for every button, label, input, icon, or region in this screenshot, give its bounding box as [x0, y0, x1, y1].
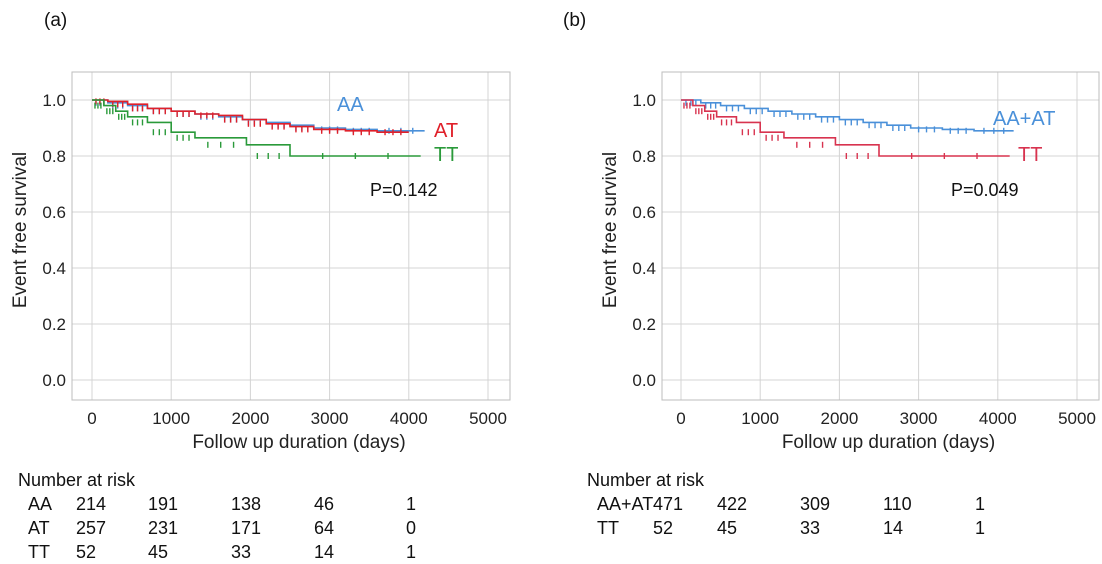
risk-value: 214: [76, 494, 107, 514]
x-tick-label: 1000: [152, 409, 190, 428]
y-tick-label: 0.0: [632, 371, 656, 390]
risk-value: 191: [148, 494, 179, 514]
y-tick-label: 0.6: [42, 203, 66, 222]
risk-table-title: Number at risk: [18, 470, 136, 490]
risk-value: 33: [231, 542, 252, 562]
risk-value: 257: [76, 518, 107, 538]
risk-value: 422: [717, 494, 748, 514]
risk-value: 14: [314, 542, 335, 562]
panel-label: (a): [44, 10, 68, 31]
risk-value: 171: [231, 518, 262, 538]
risk-value: 110: [883, 494, 912, 514]
risk-value: 52: [76, 542, 97, 562]
risk-row-tt: TT 52 45 33 14 1: [587, 516, 1102, 540]
y-axis-title: Event free survival: [600, 152, 621, 308]
x-tick-label: 5000: [1058, 409, 1096, 428]
x-tick-label: 2000: [820, 409, 858, 428]
series-label: AA: [337, 94, 364, 116]
risk-group-label: TT: [28, 542, 50, 562]
risk-value: 231: [148, 518, 179, 538]
risk-value: 0: [406, 518, 417, 538]
risk-value: 1: [406, 542, 417, 562]
series-label: AA+AT: [993, 108, 1055, 130]
x-tick-label: 5000: [469, 409, 507, 428]
panel-label: (b): [563, 10, 587, 31]
risk-row-aa-at: AA+AT 471 422 309 110 1: [587, 492, 1102, 516]
risk-group-label: AA: [28, 494, 53, 514]
survival-curve-tt: [92, 99, 421, 157]
x-tick-label: 0: [87, 409, 96, 428]
x-tick-label: 0: [676, 409, 685, 428]
risk-value: 45: [717, 518, 738, 538]
risk-value: 1: [975, 494, 986, 514]
risk-value: 309: [800, 494, 831, 514]
series-label: TT: [434, 144, 458, 166]
risk-value: 45: [148, 542, 169, 562]
risk-value: 1: [975, 518, 986, 538]
p-value-annotation: P=0.049: [951, 180, 1019, 200]
panel-b: (b) 0 1000 2000 3000 4000 5000 0.0 0.2 0.4 0.6 0.8…: [551, 0, 1102, 564]
survival-curve-tt: [681, 99, 1010, 157]
y-tick-label: 0.6: [632, 203, 656, 222]
x-tick-label: 2000: [231, 409, 269, 428]
risk-value: 64: [314, 518, 335, 538]
y-tick-label: 1.0: [42, 91, 66, 110]
risk-value: 471: [653, 494, 684, 514]
survival-chart-b: 0 1000 2000 3000 4000 5000 0.0 0.2 0.4 0.6 0.8 1.0 F…: [600, 71, 1100, 453]
risk-value: 138: [231, 494, 262, 514]
y-tick-label: 0.4: [42, 259, 66, 278]
y-tick-label: 1.0: [632, 91, 656, 110]
p-value-annotation: P=0.142: [370, 180, 438, 200]
y-tick-label: 0.8: [42, 147, 66, 166]
y-tick-label: 0.8: [632, 147, 656, 166]
risk-group-label: AT: [28, 518, 50, 538]
series-label: AT: [434, 120, 458, 142]
survival-chart-a: 0 1000 2000 3000 4000 5000 0.0 0.2 0.4 0.6 0.8 1.0 F…: [10, 71, 511, 453]
risk-row-tt: TT 52 45 33 14 1: [18, 540, 578, 564]
risk-value: 33: [800, 518, 821, 538]
x-tick-label: 1000: [741, 409, 779, 428]
x-tick-label: 3000: [900, 409, 938, 428]
risk-value: 52: [653, 518, 674, 538]
series-label: TT: [1018, 144, 1042, 166]
survival-curve-at: [92, 99, 409, 133]
survival-curve-aa-at: [681, 99, 1014, 132]
risk-row-at: AT 257 231 171 64 0: [18, 516, 578, 540]
x-tick-label: 3000: [311, 409, 349, 428]
x-tick-label: 4000: [390, 409, 428, 428]
y-tick-label: 0.2: [42, 315, 66, 334]
y-tick-label: 0.0: [42, 371, 66, 390]
plot-frame: [71, 71, 511, 401]
panel-a: (a) 0 1000 2000 3000 4000 5000 0.0 0.2 0.4 0.6 0.8…: [10, 10, 511, 562]
risk-value: 14: [883, 518, 904, 538]
x-axis-title: Follow up duration (days): [192, 432, 405, 453]
plot-frame: [661, 71, 1100, 401]
y-tick-label: 0.4: [632, 259, 656, 278]
risk-value: 46: [314, 494, 335, 514]
risk-group-label: AA+AT: [597, 494, 654, 514]
y-axis-title: Event free survival: [10, 152, 31, 308]
risk-value: 1: [406, 494, 417, 514]
risk-row-aa: AA 214 191 138 46 1: [18, 492, 578, 516]
x-axis-title: Follow up duration (days): [782, 432, 995, 453]
x-tick-label: 4000: [979, 409, 1017, 428]
risk-group-label: TT: [597, 518, 619, 538]
y-tick-label: 0.2: [632, 315, 656, 334]
risk-table-title: Number at risk: [587, 470, 705, 490]
